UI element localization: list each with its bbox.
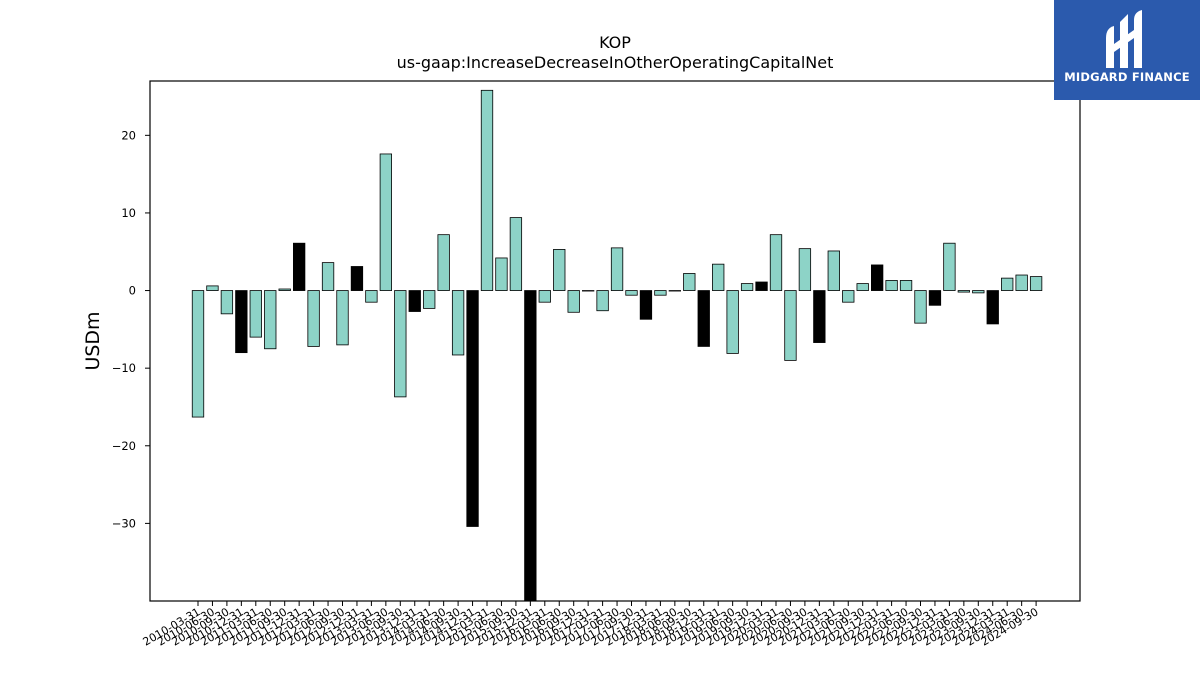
y-tick-label: −10 (112, 361, 136, 375)
bars-group (191, 89, 1043, 602)
bar-2017-06-30 (610, 247, 624, 291)
bar-2016-09-30 (567, 290, 580, 313)
bar-2013-06-30 (379, 153, 393, 291)
y-axis-ticks: −30 −20 −10 0 10 20 (112, 128, 150, 530)
bar-2021-09-30 (856, 283, 869, 291)
bar-2011-12-31 (292, 242, 306, 291)
bar-2014-09-30 (451, 290, 465, 356)
y-tick-label: 20 (121, 128, 136, 142)
bar-2012-12-31 (350, 266, 364, 291)
bar-2023-03-31 (943, 242, 956, 291)
bar-2010-06-30 (206, 285, 219, 291)
bar-2020-03-31 (769, 234, 783, 291)
bar-2013-09-30 (394, 290, 407, 398)
bar-2019-06-30 (726, 290, 739, 354)
bar-2019-12-31 (755, 281, 768, 291)
brand-logo: MIDGARD FINANCE (1054, 0, 1200, 100)
bar-2022-06-30 (899, 280, 913, 291)
brand-name: MIDGARD FINANCE (1064, 70, 1190, 84)
bar-2018-09-30 (683, 273, 696, 291)
bar-2016-06-30 (553, 249, 566, 291)
bar-2021-12-31 (871, 264, 884, 291)
bar-2016-03-31 (538, 290, 551, 303)
bar-2012-06-30 (321, 262, 335, 291)
bar-2020-06-30 (784, 290, 797, 361)
bar-2015-06-30 (495, 257, 508, 291)
bar-2023-06-30 (957, 290, 970, 293)
y-tick-label: −30 (112, 516, 136, 530)
bar-2014-06-30 (437, 234, 450, 291)
bar-2010-03-31 (191, 290, 205, 418)
bar-2017-03-31 (596, 290, 609, 312)
chart-title: KOP (599, 33, 631, 52)
midgard-m-logo-icon (1054, 0, 1200, 100)
plot-area-frame (149, 80, 1081, 602)
chart-subtitle: us-gaap:IncreaseDecreaseInOtherOperating… (397, 53, 834, 72)
x-axis-ticks: 2010-03-312010-06-302010-09-302010-12-31… (141, 601, 1041, 649)
y-axis-label: USDm (82, 311, 104, 370)
bar-2010-12-31 (235, 290, 248, 354)
bar-2020-09-30 (798, 248, 812, 291)
bar-2019-03-31 (712, 263, 725, 291)
y-tick-label: 10 (121, 206, 136, 220)
bar-2024-03-31 (1001, 277, 1014, 291)
bar-2013-12-31 (408, 290, 421, 312)
bar-2022-03-31 (885, 280, 898, 291)
bar-2021-03-31 (827, 250, 840, 291)
bar-2011-06-30 (264, 290, 277, 350)
bar-2024-06-30 (1015, 274, 1028, 291)
bar-2020-12-31 (813, 290, 826, 343)
bar-2011-09-30 (278, 288, 291, 291)
bar-2012-03-31 (307, 290, 320, 347)
bar-2010-09-30 (220, 290, 234, 315)
bar-2013-03-31 (365, 290, 378, 303)
bar-2022-09-30 (914, 290, 927, 324)
bar-2021-06-30 (842, 290, 855, 303)
y-tick-label: −20 (112, 439, 136, 453)
bar-2017-12-31 (639, 290, 653, 320)
bar-2015-12-31 (524, 290, 537, 602)
bar-2016-12-31 (582, 290, 595, 292)
bar-2024-09-30 (1029, 276, 1043, 291)
bar-2019-09-30 (740, 283, 754, 291)
bar-2023-09-30 (972, 290, 985, 294)
bar-2018-03-31 (654, 290, 667, 296)
bar-2014-12-31 (466, 290, 479, 527)
bar-2015-09-30 (509, 217, 523, 291)
bar-2022-12-31 (928, 290, 942, 306)
bar-2015-03-31 (480, 89, 494, 291)
bar-2014-03-31 (423, 290, 436, 309)
bar-2011-03-31 (249, 290, 262, 338)
bar-2018-12-31 (697, 290, 710, 347)
bar-2017-09-30 (625, 290, 638, 296)
bar-2018-06-30 (668, 290, 681, 292)
y-tick-label: 0 (129, 284, 136, 298)
bar-2012-09-30 (336, 290, 349, 346)
bar-2023-12-31 (986, 290, 999, 325)
